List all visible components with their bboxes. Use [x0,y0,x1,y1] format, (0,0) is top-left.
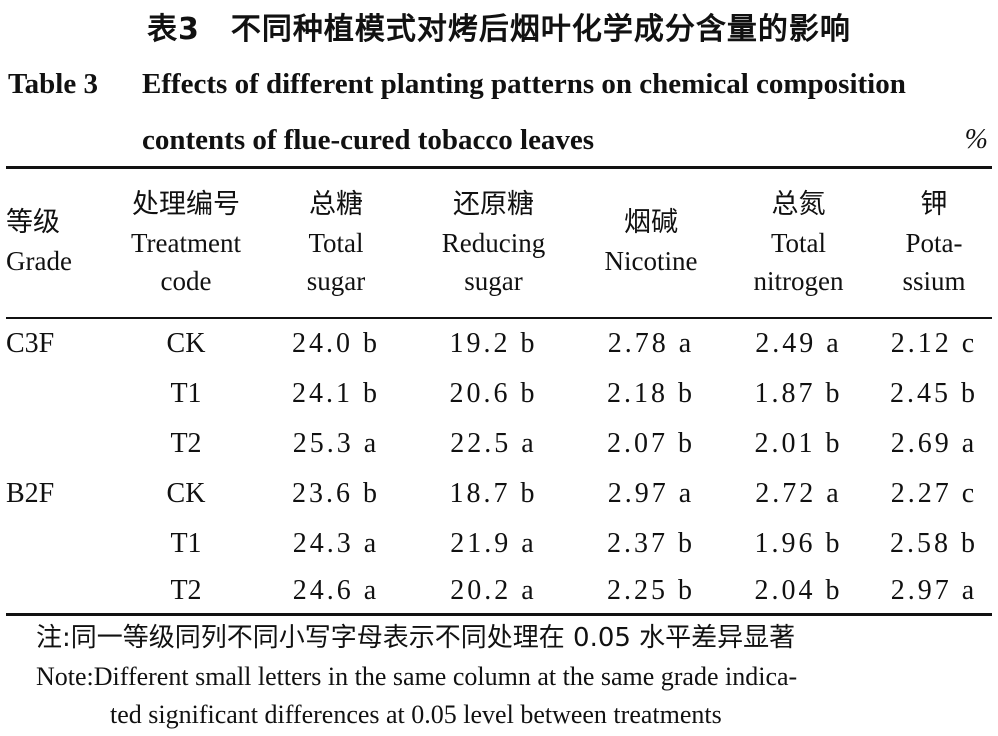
cell-total-nitrogen: 1.87 b [754,378,843,409]
header-total-sugar-en1: Total [308,228,364,258]
table-row: T1 24.1 b 20.6 b 2.18 b 1.87 b 2.45 b [6,369,992,419]
cell-potassium: 2.12 c [890,328,978,359]
top-rule [6,166,992,169]
header-total-sugar-en2: sugar [306,266,366,296]
cell-potassium: 2.58 b [890,528,978,559]
table-note-en-line1: Note:Different small letters in the same… [36,662,798,691]
header-total-nitrogen-cn: 总氮 [771,189,826,220]
cell-nicotine: 2.18 b [607,378,695,409]
cell-grade: C3F [6,328,55,359]
cell-nicotine: 2.25 b [607,575,695,606]
cell-total-nitrogen: 1.96 b [754,528,843,559]
cell-treatment: T1 [170,378,202,409]
cell-potassium: 2.97 a [890,575,978,606]
cell-grade: B2F [6,478,55,509]
cell-total-sugar: 24.3 a [292,528,380,559]
header-total-sugar: 总糖 Total sugar [266,186,406,300]
header-total-nitrogen-en1: Total [770,228,827,258]
cell-total-sugar: 23.6 b [292,478,380,509]
header-grade-en: Grade [6,246,72,276]
table-row: T2 24.6 a 20.2 a 2.25 b 2.04 b 2.97 a [6,566,992,616]
cell-reducing-sugar: 19.2 b [449,328,538,359]
cell-total-sugar: 24.6 a [292,575,380,606]
header-reducing-sugar: 还原糖 Reducing sugar [406,186,581,300]
cell-potassium: 2.45 b [890,378,978,409]
table-title-en-line1: Effects of different planting patterns o… [142,68,906,100]
cell-total-nitrogen: 2.04 b [754,575,843,606]
table-note-cn: 注:同一等级同列不同小写字母表示不同处理在 0.05 水平差异显著 [36,623,796,653]
table-row: C3F CK 24.0 b 19.2 b 2.78 a 2.49 a 2.12 … [6,319,992,369]
header-reducing-sugar-cn: 还原糖 [453,189,534,220]
header-total-nitrogen-en2: nitrogen [753,266,844,296]
header-reducing-sugar-en2: sugar [464,266,523,296]
cell-total-sugar: 24.0 b [292,328,380,359]
table-row: T1 24.3 a 21.9 a 2.37 b 1.96 b 2.58 b [6,519,992,569]
cell-reducing-sugar: 18.7 b [449,478,538,509]
unit-label: % [964,124,988,155]
header-nicotine-cn: 烟碱 [624,207,678,238]
cell-total-sugar: 24.1 b [292,378,380,409]
cell-nicotine: 2.07 b [607,428,695,459]
header-total-nitrogen: 总氮 Total nitrogen [721,186,876,300]
cell-treatment: T2 [170,575,202,606]
header-nicotine-en: Nicotine [604,246,698,276]
cell-treatment: CK [166,478,206,509]
cell-total-nitrogen: 2.01 b [754,428,843,459]
cell-treatment: T1 [170,528,202,559]
header-treatment-cn: 处理编号 [132,189,240,220]
header-potassium-cn: 钾 [920,189,948,220]
header-treatment: 处理编号 Treatment code [106,186,266,300]
header-rule [6,317,992,319]
header-nicotine: 烟碱 Nicotine [581,204,721,280]
table-row: T2 25.3 a 22.5 a 2.07 b 2.01 b 2.69 a [6,419,992,469]
header-treatment-en1: Treatment [131,228,241,258]
cell-reducing-sugar: 20.2 a [450,575,537,606]
cell-nicotine: 2.78 a [607,328,695,359]
cell-total-nitrogen: 2.49 a [755,328,842,359]
cell-reducing-sugar: 22.5 a [450,428,537,459]
cell-reducing-sugar: 21.9 a [450,528,537,559]
header-potassium-en1: Pota- [905,228,963,258]
table-label: Table 3 [8,68,98,100]
cell-potassium: 2.27 c [890,478,978,509]
header-treatment-en2: code [160,266,212,296]
cell-nicotine: 2.37 b [607,528,695,559]
header-grade: 等级 Grade [6,204,106,280]
header-potassium-en2: ssium [902,266,966,296]
cell-nicotine: 2.97 a [607,478,695,509]
bottom-rule [6,613,992,616]
table-title-en-line2: contents of flue-cured tobacco leaves [142,124,595,156]
header-grade-cn: 等级 [6,207,60,238]
cell-reducing-sugar: 20.6 b [449,378,538,409]
cell-treatment: CK [166,328,206,359]
header-total-sugar-cn: 总糖 [309,189,363,220]
cell-total-nitrogen: 2.72 a [755,478,842,509]
header-reducing-sugar-en1: Reducing [441,228,546,258]
table-note-en-line2: ted significant differences at 0.05 leve… [110,700,722,729]
cell-treatment: T2 [170,428,202,459]
table-row: B2F CK 23.6 b 18.7 b 2.97 a 2.72 a 2.27 … [6,469,992,519]
cell-potassium: 2.69 a [890,428,978,459]
table-title-cn: 表3 不同种植模式对烤后烟叶化学成分含量的影响 [147,12,851,47]
header-potassium: 钾 Pota- ssium [876,186,992,300]
cell-total-sugar: 25.3 a [292,428,380,459]
